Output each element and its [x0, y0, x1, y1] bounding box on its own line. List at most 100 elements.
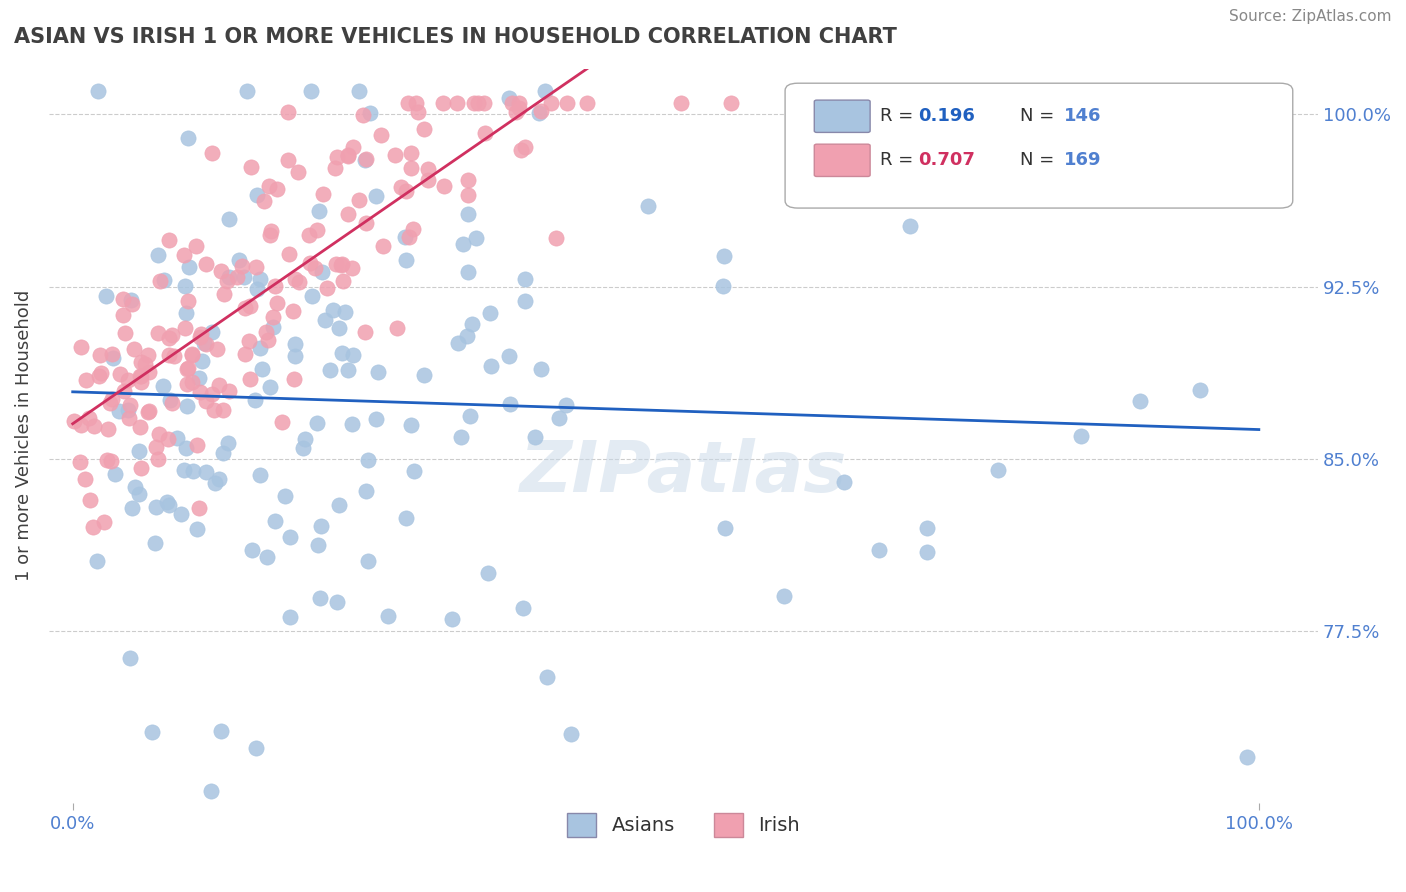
Point	[464, 231, 486, 245]
Point	[513, 271, 536, 285]
Point	[163, 349, 186, 363]
Point	[328, 499, 350, 513]
Point	[260, 224, 283, 238]
Point	[149, 274, 172, 288]
Point	[252, 194, 274, 209]
Text: R =: R =	[880, 152, 920, 169]
Point	[299, 256, 322, 270]
Point	[145, 500, 167, 514]
Point	[96, 452, 118, 467]
Point	[118, 398, 141, 412]
Point	[364, 411, 387, 425]
Point	[134, 357, 156, 371]
Point	[212, 446, 235, 460]
Point	[501, 95, 523, 110]
Point	[184, 238, 207, 252]
Point	[371, 238, 394, 252]
Point	[177, 260, 200, 274]
Point	[284, 349, 307, 363]
Point	[188, 371, 211, 385]
Point	[311, 265, 333, 279]
Point	[915, 544, 938, 558]
Point	[103, 467, 125, 481]
Point	[714, 520, 737, 534]
Point	[160, 328, 183, 343]
Point	[100, 454, 122, 468]
Point	[356, 152, 378, 166]
Point	[508, 102, 530, 116]
Point	[416, 161, 439, 176]
Point	[505, 105, 527, 120]
Point	[245, 740, 267, 755]
Point	[202, 402, 225, 417]
Point	[432, 95, 454, 110]
Point	[337, 363, 360, 377]
Point	[240, 542, 263, 557]
Point	[560, 727, 582, 741]
Point	[406, 105, 429, 120]
Point	[120, 293, 142, 307]
Point	[246, 188, 269, 202]
Point	[513, 139, 536, 153]
Point	[174, 441, 197, 455]
Point	[332, 274, 354, 288]
Point	[457, 188, 479, 202]
Point	[239, 372, 262, 386]
Point	[301, 288, 323, 302]
Point	[389, 180, 412, 194]
Point	[477, 566, 499, 581]
Point	[357, 452, 380, 467]
Point	[342, 417, 364, 432]
Point	[287, 165, 309, 179]
Point	[304, 261, 326, 276]
Point	[120, 650, 142, 665]
Point	[146, 451, 169, 466]
Text: ASIAN VS IRISH 1 OR MORE VEHICLES IN HOUSEHOLD CORRELATION CHART: ASIAN VS IRISH 1 OR MORE VEHICLES IN HOU…	[14, 27, 897, 46]
Point	[136, 405, 159, 419]
Point	[217, 435, 239, 450]
Point	[447, 336, 470, 351]
Point	[544, 231, 567, 245]
Point	[669, 95, 692, 110]
Point	[124, 480, 146, 494]
Point	[201, 326, 224, 340]
Point	[474, 95, 496, 110]
Point	[328, 320, 350, 334]
Point	[245, 260, 267, 274]
Point	[457, 207, 479, 221]
Text: 146: 146	[1064, 107, 1102, 125]
Point	[157, 348, 180, 362]
Point	[266, 296, 288, 310]
Point	[463, 95, 485, 110]
Point	[69, 454, 91, 468]
Point	[93, 515, 115, 529]
Point	[336, 206, 359, 220]
Text: 0.196: 0.196	[918, 107, 976, 125]
Point	[177, 293, 200, 308]
Point	[108, 367, 131, 381]
Point	[257, 333, 280, 347]
Point	[173, 463, 195, 477]
Point	[266, 182, 288, 196]
Point	[153, 273, 176, 287]
Point	[146, 326, 169, 340]
Point	[387, 321, 409, 335]
Text: 0.707: 0.707	[918, 152, 976, 169]
Point	[194, 465, 217, 479]
Point	[283, 372, 305, 386]
Point	[1070, 428, 1092, 442]
Point	[157, 331, 180, 345]
Point	[354, 484, 377, 499]
Point	[121, 501, 143, 516]
Point	[325, 595, 347, 609]
Point	[249, 342, 271, 356]
Point	[166, 431, 188, 445]
Point	[112, 292, 135, 306]
Point	[79, 493, 101, 508]
Point	[325, 161, 347, 176]
Point	[259, 227, 281, 242]
Point	[337, 149, 360, 163]
Point	[257, 178, 280, 193]
Point	[1236, 750, 1258, 764]
Point	[186, 523, 208, 537]
